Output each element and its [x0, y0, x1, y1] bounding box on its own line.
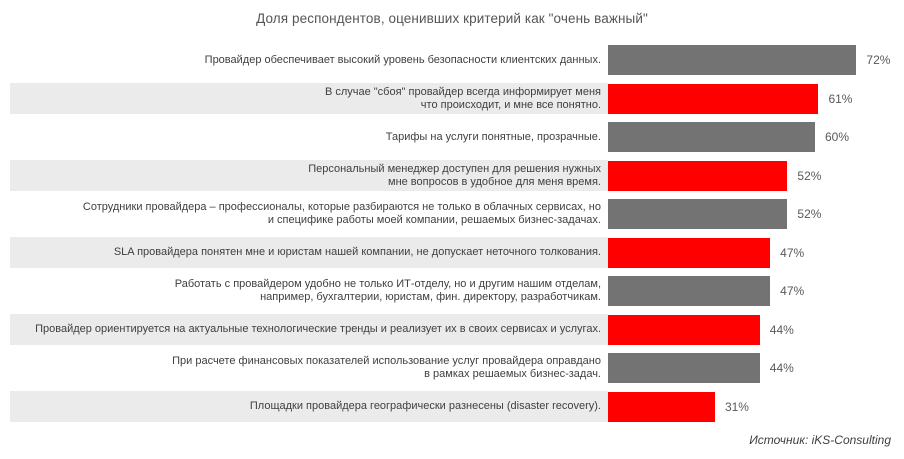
bar-category-label: В случае "сбоя" провайдер всегда информи…: [10, 83, 608, 115]
bar-category-label: SLA провайдера понятен мне и юристам наш…: [10, 237, 608, 269]
bar-row: Провайдер ориентируется на актуальные те…: [0, 311, 904, 350]
bar-row: Тарифы на услуги понятные, прозрачные. 6…: [0, 118, 904, 157]
bar-row: Персональный менеджер доступен для решен…: [0, 157, 904, 196]
bar-value-label: 52%: [797, 207, 822, 222]
bar: [608, 122, 815, 153]
bar-area: 72%: [608, 45, 904, 76]
bar-value-label: 47%: [780, 284, 805, 299]
bar: [608, 45, 857, 76]
bar: [608, 314, 760, 345]
bar-row: Сотрудники провайдера – профессионалы, к…: [0, 195, 904, 234]
bar: [608, 353, 760, 384]
bar-row: При расчете финансовых показателей испол…: [0, 349, 904, 388]
bar-row: Площадки провайдера географически разнес…: [0, 388, 904, 427]
bar-area: 52%: [608, 160, 904, 191]
bar-area: 44%: [608, 314, 904, 345]
bar-area: 60%: [608, 122, 904, 153]
bar-value-label: 60%: [825, 130, 850, 145]
bar: [608, 237, 771, 268]
bar-category-label: Персональный менеджер доступен для решен…: [10, 160, 608, 192]
bar-category-label: Сотрудники провайдера – профессионалы, к…: [82, 201, 601, 227]
source-note: Источник: iKS-Consulting: [749, 433, 891, 447]
bar-row: Провайдер обеспечивает высокий уровень б…: [0, 41, 904, 80]
bar-category-label: При расчете финансовых показателей испол…: [172, 355, 601, 381]
bar: [608, 391, 715, 422]
bar: [608, 83, 819, 114]
bar: [608, 276, 771, 307]
bar-category-label: Тарифы на услуги понятные, прозрачные.: [385, 130, 601, 143]
bar-value-label: 31%: [724, 399, 749, 414]
bar-value-label: 52%: [797, 168, 822, 183]
bar-area: 31%: [608, 391, 904, 422]
bar-value-label: 44%: [769, 361, 794, 376]
bar-area: 47%: [608, 237, 904, 268]
bar-category-label: Провайдер обеспечивает высокий уровень б…: [204, 53, 601, 66]
bar-value-label: 72%: [866, 53, 891, 68]
bar-area: 44%: [608, 353, 904, 384]
bar-value-label: 61%: [828, 91, 853, 106]
bar-row: Работать с провайдером удобно не только …: [0, 272, 904, 311]
bar-category-label: Работать с провайдером удобно не только …: [174, 278, 601, 304]
chart-title: Доля респондентов, оценивших критерий ка…: [256, 11, 648, 26]
bar-area: 61%: [608, 83, 904, 114]
bar-value-label: 47%: [780, 245, 805, 260]
bar-category-label: Провайдер ориентируется на актуальные те…: [10, 314, 608, 346]
bar-area: 47%: [608, 276, 904, 307]
bar-row: SLA провайдера понятен мне и юристам наш…: [0, 234, 904, 273]
bar-category-label: Площадки провайдера географически разнес…: [10, 391, 608, 423]
bar: [608, 199, 788, 230]
bar-area: 52%: [608, 199, 904, 230]
bar: [608, 160, 788, 191]
bar-row: В случае "сбоя" провайдер всегда информи…: [0, 80, 904, 119]
bar-rows: Провайдер обеспечивает высокий уровень б…: [0, 41, 904, 426]
bar-value-label: 44%: [769, 322, 794, 337]
